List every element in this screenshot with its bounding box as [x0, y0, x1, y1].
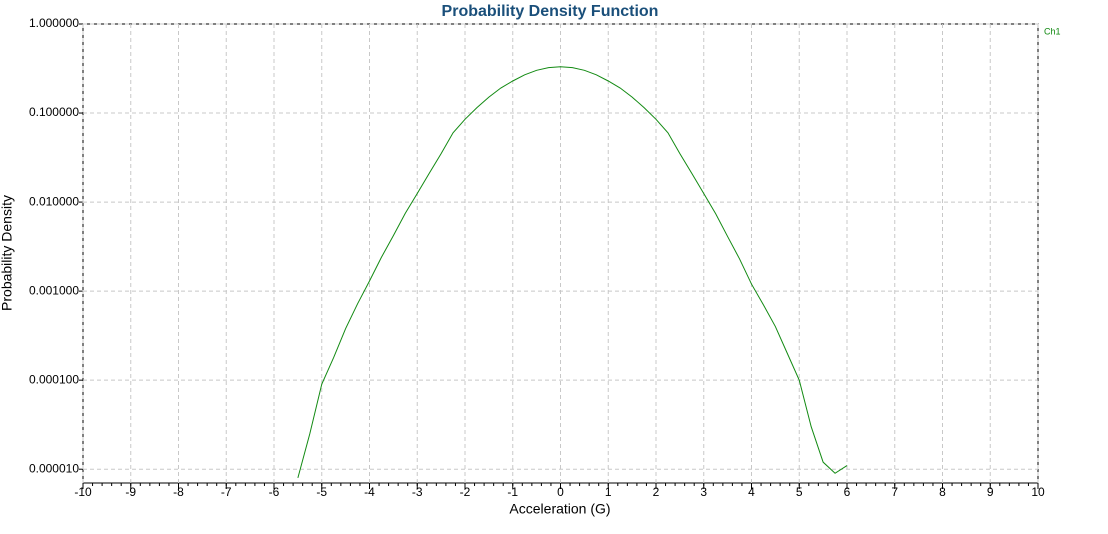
- x-tick-label: 5: [796, 485, 803, 499]
- x-tick-label: -8: [173, 485, 184, 499]
- y-tick-label: 0.000100: [29, 372, 79, 386]
- plot-area: [82, 23, 1039, 484]
- x-tick-label: -6: [269, 485, 280, 499]
- y-tick-label: 0.001000: [29, 283, 79, 297]
- x-tick-label: 4: [748, 485, 755, 499]
- y-tick-label: 0.010000: [29, 194, 79, 208]
- legend-label: Ch1: [1044, 26, 1061, 36]
- x-tick-label: -5: [316, 485, 327, 499]
- x-tick-label: -1: [507, 485, 518, 499]
- y-tick-label: 0.000010: [29, 461, 79, 475]
- x-tick-label: 2: [653, 485, 660, 499]
- x-tick-label: -9: [125, 485, 136, 499]
- x-tick-label: -4: [364, 485, 375, 499]
- y-axis-label: Probability Density: [0, 195, 15, 311]
- x-tick-label: 10: [1031, 485, 1045, 499]
- x-tick-label: -10: [74, 485, 92, 499]
- x-axis-label: Acceleration (G): [509, 501, 610, 517]
- x-tick-label: -3: [412, 485, 423, 499]
- chart-title: Probability Density Function: [442, 3, 659, 20]
- x-tick-label: 6: [844, 485, 851, 499]
- x-tick-label: 8: [939, 485, 946, 499]
- x-tick-label: 0: [557, 485, 564, 499]
- y-tick-label: 1.000000: [29, 16, 79, 30]
- y-tick-label: 0.100000: [29, 105, 79, 119]
- series-line: [297, 66, 848, 478]
- x-tick-label: -7: [221, 485, 232, 499]
- x-tick-label: 9: [987, 485, 994, 499]
- x-tick-label: 3: [700, 485, 707, 499]
- x-tick-label: 1: [605, 485, 612, 499]
- x-tick-label: -2: [460, 485, 471, 499]
- x-tick-label: 7: [891, 485, 898, 499]
